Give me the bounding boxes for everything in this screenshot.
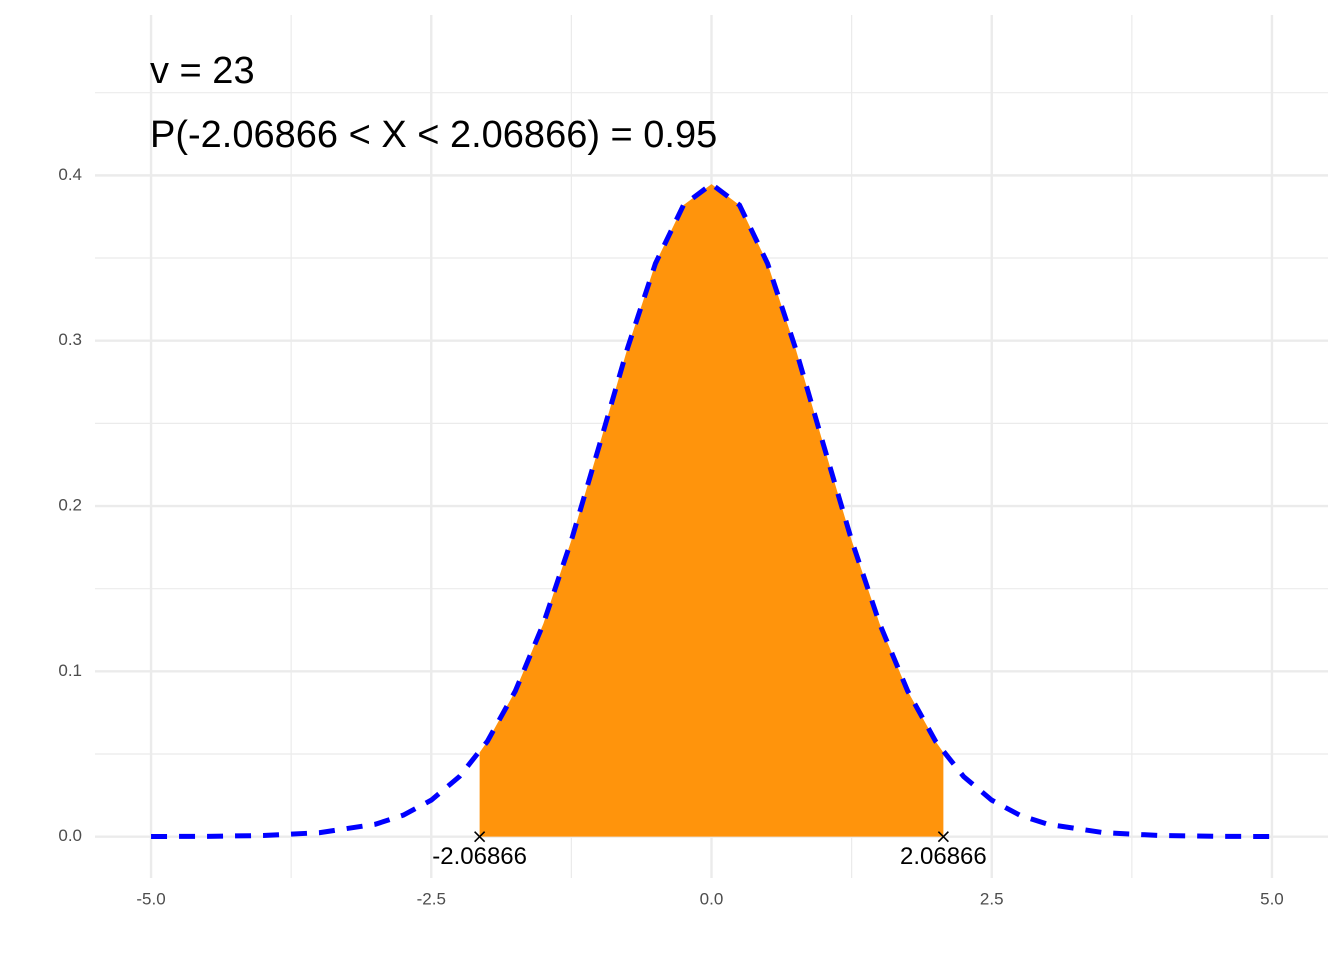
x-tick-label: 0.0 — [700, 889, 724, 908]
critical-marker — [937, 831, 949, 843]
y-tick-label: 0.3 — [58, 330, 82, 349]
marks — [151, 181, 1272, 843]
x-tick-label: -2.5 — [417, 889, 446, 908]
y-tick-label: 0.1 — [58, 661, 82, 680]
y-tick-label: 0.2 — [58, 496, 82, 515]
shaded-area — [479, 184, 944, 837]
density-curve — [151, 181, 1272, 840]
x-tick-label: 2.5 — [980, 889, 1004, 908]
y-tick-label: 0.0 — [58, 826, 82, 845]
x-tick-label: 5.0 — [1260, 889, 1284, 908]
critical-label: -2.06866 — [432, 843, 527, 870]
annotation: v = 23 — [150, 50, 255, 92]
y-tick-label: 0.4 — [58, 165, 82, 184]
x-tick-label: -5.0 — [136, 889, 165, 908]
critical-label: 2.06866 — [900, 843, 987, 870]
critical-marker — [474, 831, 486, 843]
annotation: P(-2.06866 < X < 2.06866) = 0.95 — [150, 114, 717, 156]
